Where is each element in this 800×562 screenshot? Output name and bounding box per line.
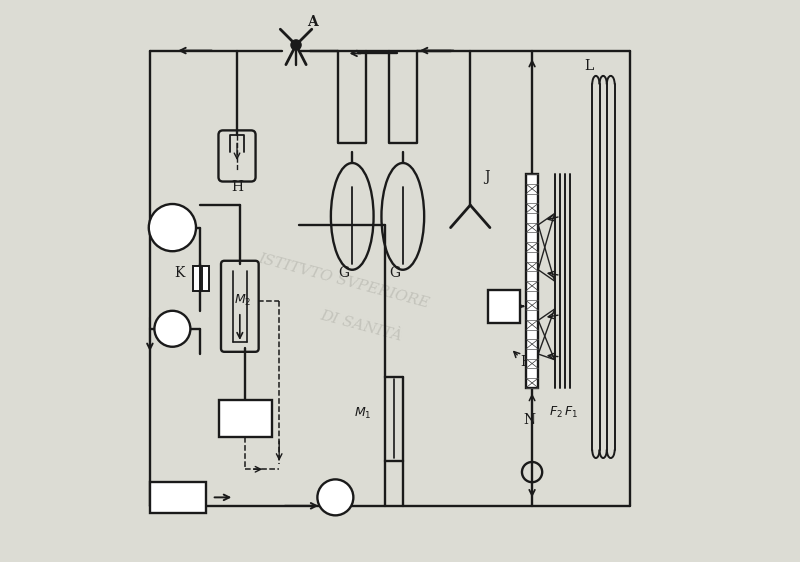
Bar	[526, 174, 538, 388]
Circle shape	[154, 311, 190, 347]
Text: $M_1$: $M_1$	[354, 406, 371, 420]
Circle shape	[291, 40, 301, 50]
Text: G: G	[338, 266, 350, 279]
Text: D: D	[167, 322, 178, 336]
Text: A: A	[307, 16, 318, 29]
Text: H: H	[231, 180, 243, 194]
Text: $P_1$: $P_1$	[328, 490, 342, 505]
Circle shape	[318, 479, 354, 515]
Text: $P_2$: $P_2$	[166, 220, 179, 235]
Text: $F_1$: $F_1$	[565, 405, 578, 420]
Text: G: G	[389, 266, 400, 279]
Text: J: J	[484, 170, 490, 184]
Bar	[150, 482, 206, 513]
Bar	[202, 266, 209, 291]
Text: N: N	[523, 413, 535, 427]
Circle shape	[149, 204, 196, 251]
Text: L: L	[585, 59, 594, 73]
Text: R: R	[520, 356, 530, 369]
Text: $O_2$: $O_2$	[236, 410, 254, 427]
Text: K: K	[174, 266, 185, 279]
Text: $CO_2$: $CO_2$	[165, 490, 191, 505]
Text: CQ: CQ	[503, 302, 518, 311]
Text: ISTITVTO SVPERIORE: ISTITVTO SVPERIORE	[257, 251, 431, 311]
Text: $F_2$: $F_2$	[549, 405, 562, 420]
Text: DI SANITÀ: DI SANITÀ	[318, 309, 403, 343]
Bar	[193, 266, 200, 291]
Bar	[488, 290, 520, 323]
Text: B: B	[494, 300, 504, 313]
Text: $M_2$: $M_2$	[234, 293, 251, 308]
Bar	[218, 400, 272, 437]
